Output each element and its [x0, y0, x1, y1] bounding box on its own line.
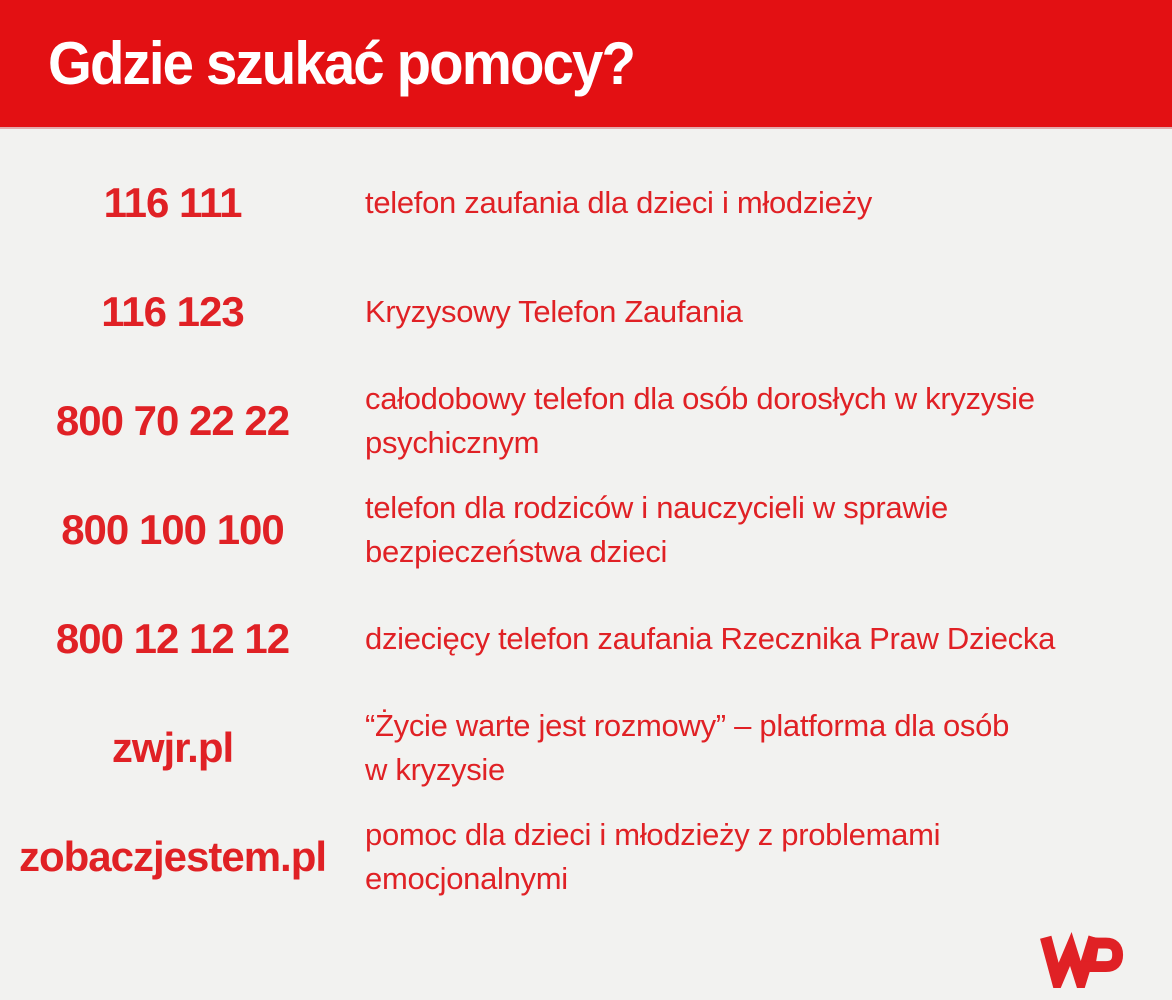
contact-number: 800 12 12 12: [55, 614, 290, 662]
contact-row: 116 111 telefon zaufania dla dzieci i mło…: [0, 148, 1172, 257]
contact-number: 800 70 22 22: [55, 396, 290, 444]
contact-row: 116 123 Kryzysowy Telefon Zaufania: [0, 257, 1172, 366]
contact-number: zwjr.pl: [111, 723, 234, 771]
contact-number: 800 100 100: [61, 505, 285, 553]
contacts-list: 116 111 telefon zaufania dla dzieci i mło…: [0, 127, 1172, 911]
contact-number: 116 111: [103, 178, 243, 226]
contact-number: 116 123: [101, 287, 245, 335]
contact-description: dziecięcy telefon zaufania Rzecznika Pra…: [365, 620, 1056, 656]
contact-description: Kryzysowy Telefon Zaufania: [365, 293, 743, 329]
contact-row: zwjr.pl “Życie warte jest rozmowy” – plat…: [0, 693, 1172, 802]
contact-row: 800 70 22 22 całodobowy telefon dla osób …: [0, 366, 1172, 475]
contact-description: telefon dla rodziców i nauczycieli w spr…: [365, 489, 948, 569]
contact-number: zobaczjestem.pl: [18, 832, 327, 880]
contact-row: zobaczjestem.pl pomoc dla dzieci i młodzi…: [0, 802, 1172, 911]
contact-row: 800 12 12 12 dziecięcy telefon zaufania R…: [0, 584, 1172, 693]
contact-description: telefon zaufania dla dzieci i młodzieży: [365, 184, 872, 220]
page-header: Gdzie szukać pomocy?: [0, 0, 1172, 127]
contact-row: 800 100 100 telefon dla rodziców i nauczy…: [0, 475, 1172, 584]
contact-description: pomoc dla dzieci i młodzieży z problemam…: [365, 816, 941, 896]
page-title: Gdzie szukać pomocy?: [48, 30, 636, 97]
contact-description: “Życie warte jest rozmowy” – platforma d…: [365, 707, 1010, 787]
contact-description: całodobowy telefon dla osób dorosłych w …: [365, 380, 1035, 460]
wp-logo-icon: [1040, 932, 1124, 988]
